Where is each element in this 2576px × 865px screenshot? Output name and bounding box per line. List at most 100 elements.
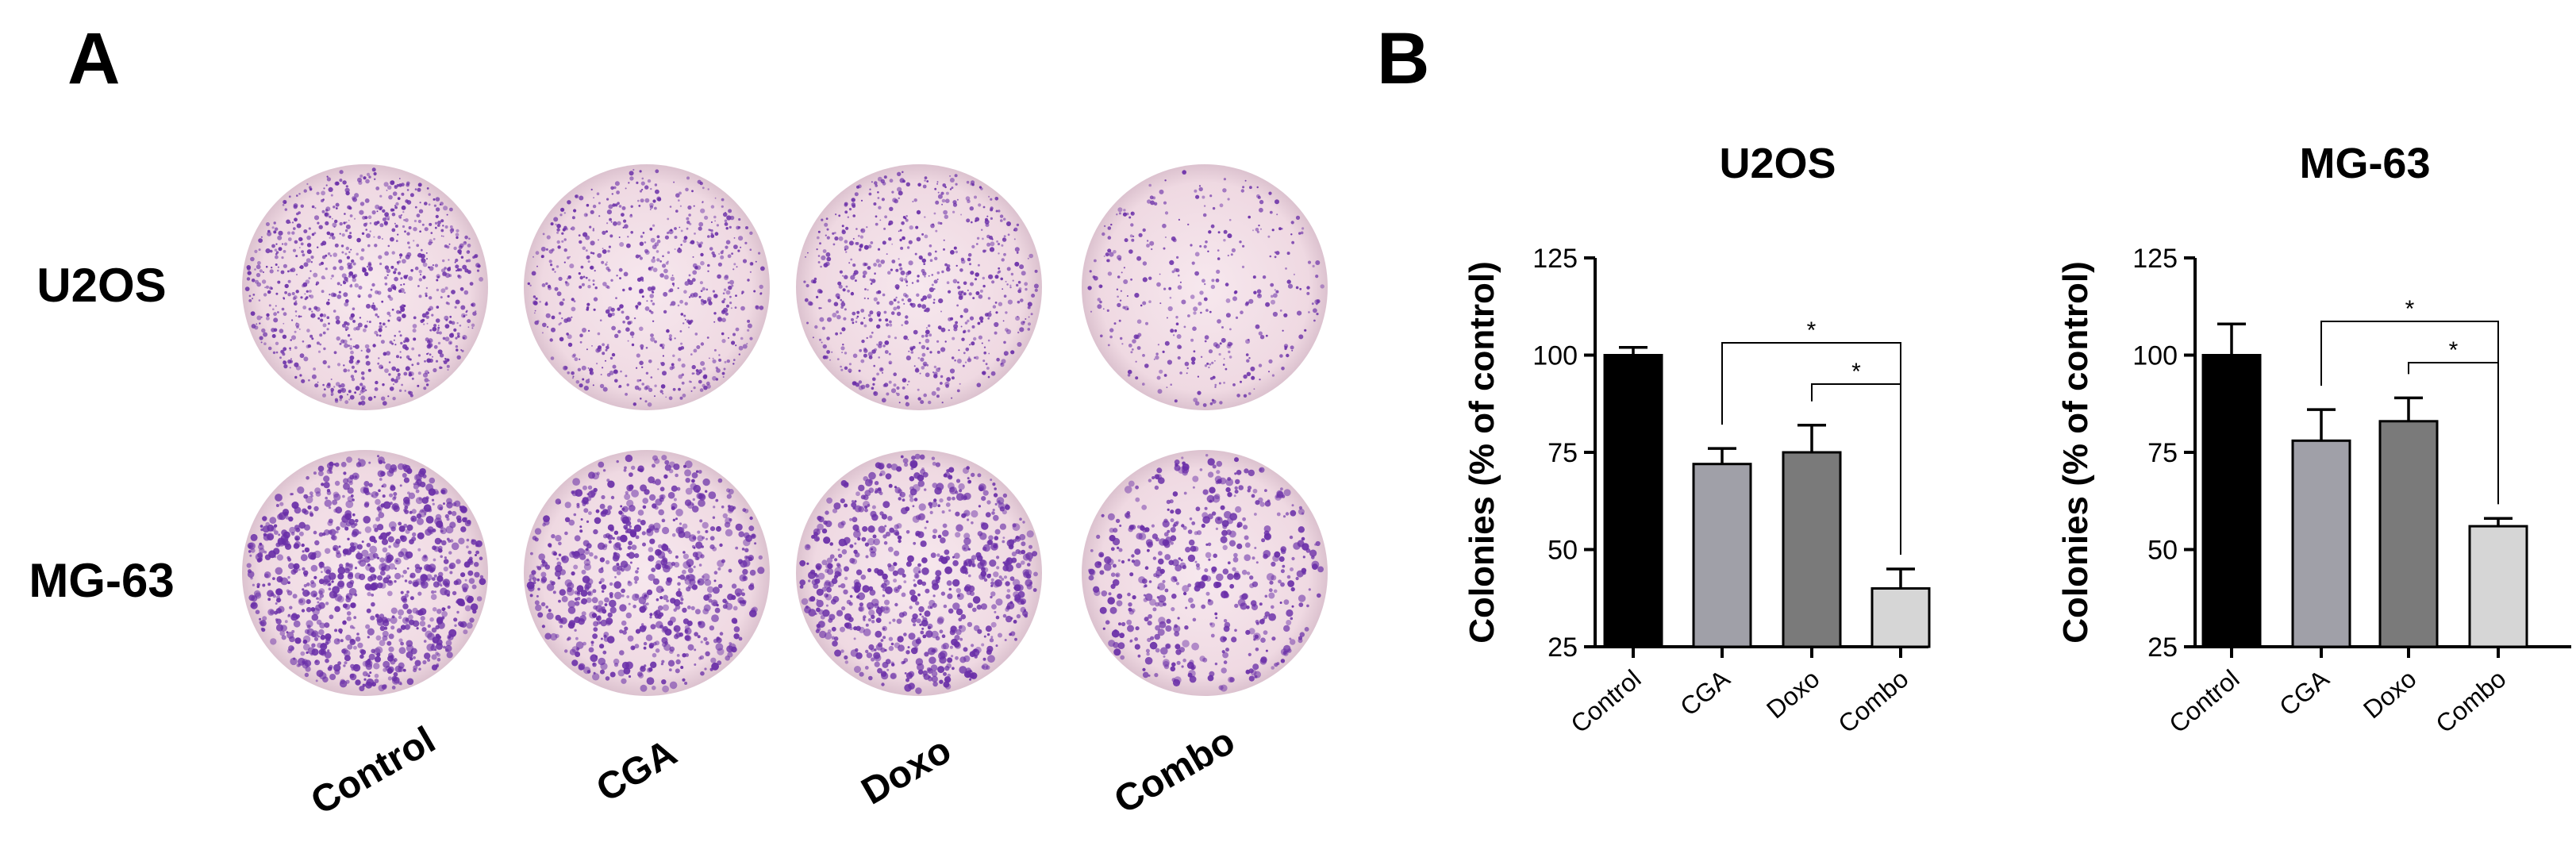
colony bbox=[363, 378, 365, 380]
colony bbox=[337, 580, 345, 588]
colony bbox=[859, 602, 863, 607]
colony bbox=[850, 258, 853, 261]
colony bbox=[738, 531, 744, 537]
colony bbox=[375, 646, 383, 654]
colony bbox=[433, 344, 438, 349]
colony bbox=[981, 496, 986, 502]
colony bbox=[573, 209, 577, 213]
colony bbox=[867, 352, 873, 357]
colony bbox=[416, 627, 419, 630]
colony bbox=[279, 329, 284, 333]
colony bbox=[349, 232, 352, 235]
colony bbox=[393, 492, 398, 496]
colony bbox=[878, 206, 882, 210]
colony bbox=[567, 606, 576, 614]
colony bbox=[816, 588, 824, 596]
colony bbox=[417, 609, 424, 616]
colony bbox=[807, 252, 809, 254]
colony bbox=[1136, 346, 1141, 350]
colony bbox=[733, 626, 740, 632]
colony bbox=[1105, 252, 1109, 257]
colony bbox=[471, 323, 475, 327]
colony bbox=[311, 643, 316, 648]
colony bbox=[598, 600, 604, 606]
colony bbox=[994, 579, 1002, 587]
colony bbox=[602, 650, 607, 655]
colony bbox=[476, 596, 483, 602]
colony bbox=[650, 299, 653, 302]
colony bbox=[1275, 199, 1279, 205]
colony bbox=[302, 253, 306, 257]
colony bbox=[435, 359, 439, 363]
colony bbox=[639, 190, 643, 193]
colony bbox=[1199, 290, 1204, 295]
colony bbox=[667, 231, 670, 235]
colony bbox=[283, 322, 285, 325]
colony bbox=[873, 378, 875, 380]
colony bbox=[733, 359, 736, 361]
colony bbox=[371, 304, 376, 309]
colony bbox=[1217, 257, 1221, 260]
colony bbox=[956, 389, 960, 393]
colony bbox=[436, 609, 442, 614]
colony bbox=[1316, 302, 1318, 306]
colony bbox=[375, 655, 381, 663]
colony bbox=[339, 563, 344, 568]
colony bbox=[824, 222, 829, 227]
colony bbox=[640, 684, 648, 692]
colony bbox=[603, 634, 607, 638]
colony bbox=[852, 237, 855, 240]
colony bbox=[559, 617, 567, 625]
colony bbox=[833, 502, 841, 510]
colony bbox=[867, 298, 869, 300]
colony bbox=[618, 510, 623, 515]
colony bbox=[303, 494, 309, 499]
colony bbox=[606, 266, 609, 271]
colony bbox=[424, 652, 431, 659]
colony bbox=[425, 286, 429, 290]
colony bbox=[740, 246, 742, 248]
colony bbox=[247, 571, 255, 578]
colony bbox=[382, 494, 386, 498]
colony bbox=[379, 334, 382, 337]
colony bbox=[895, 268, 899, 272]
colony bbox=[827, 563, 833, 569]
colony bbox=[432, 502, 435, 506]
colony bbox=[382, 383, 385, 386]
colony bbox=[533, 300, 537, 306]
colony bbox=[678, 374, 683, 379]
colony bbox=[285, 516, 290, 520]
colony bbox=[422, 372, 429, 378]
colony bbox=[392, 191, 398, 196]
colony bbox=[838, 214, 841, 217]
colony bbox=[875, 630, 882, 638]
colony bbox=[804, 298, 809, 302]
colony bbox=[339, 398, 342, 402]
colony bbox=[393, 541, 400, 548]
colony bbox=[324, 622, 330, 629]
colony bbox=[437, 224, 440, 227]
colony bbox=[852, 204, 856, 209]
colony bbox=[463, 315, 466, 317]
colony bbox=[446, 582, 449, 586]
colony bbox=[876, 301, 880, 305]
colony bbox=[1118, 212, 1121, 215]
colony bbox=[419, 467, 426, 475]
colony bbox=[707, 235, 710, 238]
colony bbox=[865, 555, 869, 559]
colony bbox=[264, 554, 271, 560]
colony bbox=[1119, 299, 1122, 302]
colony bbox=[941, 203, 943, 206]
colony bbox=[868, 644, 875, 651]
colony bbox=[632, 168, 635, 171]
colony bbox=[439, 203, 442, 206]
colony bbox=[662, 355, 665, 357]
colony bbox=[333, 493, 341, 502]
colony bbox=[467, 570, 474, 576]
colony bbox=[457, 335, 460, 338]
colony bbox=[680, 313, 684, 316]
colony bbox=[413, 227, 417, 232]
colony bbox=[744, 241, 748, 244]
colony bbox=[675, 604, 681, 610]
colony bbox=[437, 326, 440, 329]
